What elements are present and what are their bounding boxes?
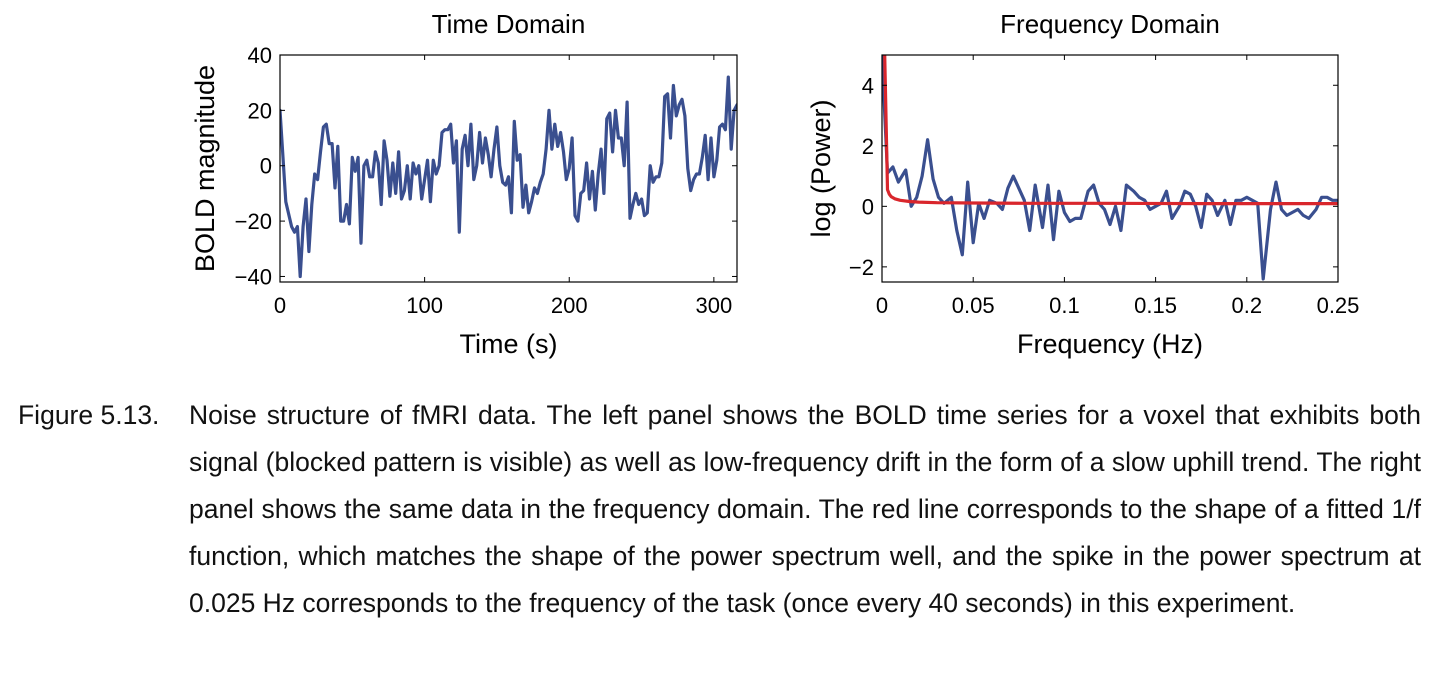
x-tick-label: 200 [551,293,588,318]
caption-text: Noise structure of fMRI data. The left p… [189,400,1421,618]
figure-label: Figure 5.13. [18,400,160,430]
x-tick-label: 0 [274,293,286,318]
y-tick-label: 0 [260,154,272,179]
series-line-1 [882,55,1338,281]
series-line-1 [280,75,737,279]
y-tick-label: −20 [235,209,272,234]
chart-panel-1: 0 100 200 300 −40 −20 0 20 40 Time Domain Time (s)… [190,9,738,359]
x-tick-label: 300 [696,293,733,318]
figure-panels: 0 100 200 300 −40 −20 0 20 40 Time Domain Time (s)… [190,9,1359,359]
y-tick-label: 20 [248,98,272,123]
x-tick-label: 0 [876,293,888,318]
series-line-2 [883,55,1338,206]
x-tick-label: 0.1 [1049,293,1080,318]
y-axis-label: log (Power) [806,99,836,237]
y-tick-label: 4 [862,73,874,98]
x-tick-label: 0.2 [1232,293,1263,318]
chart-title: Time Domain [432,9,586,39]
x-tick-label: 0.15 [1134,293,1177,318]
y-tick-label: 40 [248,43,272,68]
x-axis-label: Frequency (Hz) [1017,329,1203,359]
y-tick-label: −40 [235,264,272,289]
plot-frame [881,54,1339,283]
y-axis-label: BOLD magnitude [190,65,220,272]
chart-title: Frequency Domain [1000,9,1220,39]
y-tick-label: 2 [862,134,874,159]
x-tick-label: 100 [406,293,443,318]
x-tick-label: 0.05 [952,293,995,318]
plot-frame [279,54,738,283]
x-axis-label: Time (s) [460,329,558,359]
y-tick-label: −2 [849,255,874,280]
x-tick-label: 0.25 [1317,293,1360,318]
y-tick-label: 0 [862,194,874,219]
